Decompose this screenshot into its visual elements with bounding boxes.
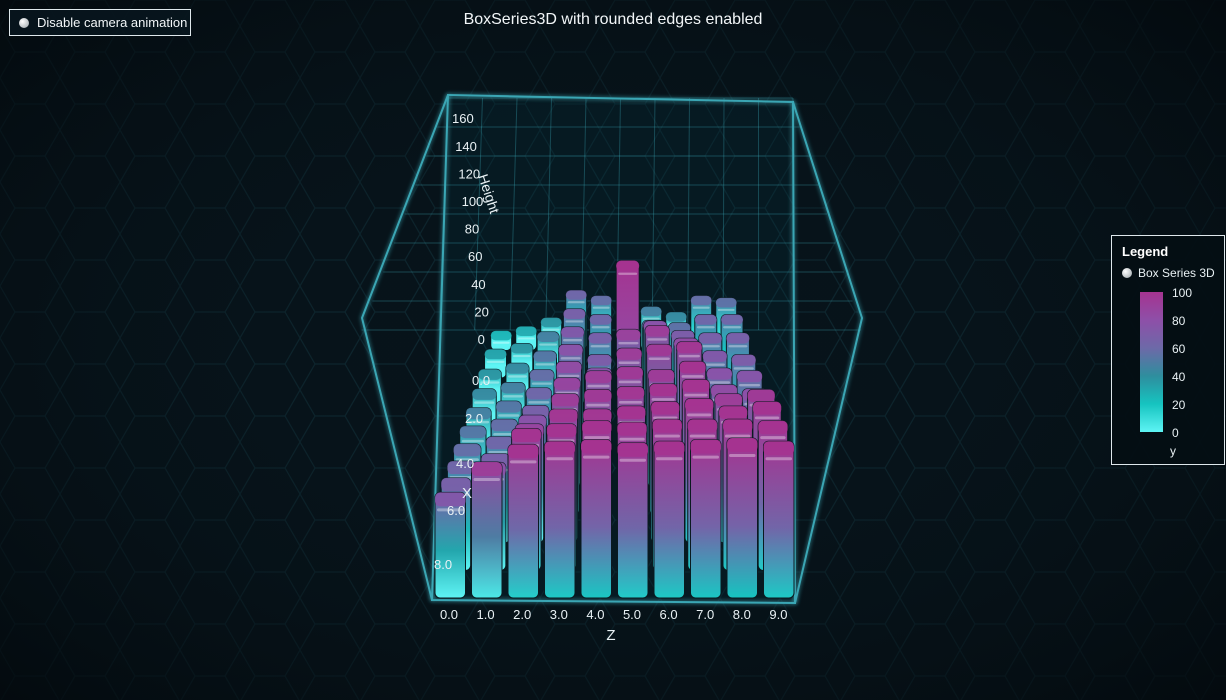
z-axis-tick: 0.0 bbox=[440, 607, 458, 622]
x-axis-tick: 0.0 bbox=[472, 373, 490, 388]
x-axis-tick: 2.0 bbox=[465, 411, 483, 426]
grid-line-vertical bbox=[651, 97, 656, 331]
series-dot-icon bbox=[1122, 268, 1132, 278]
legend-tick: 40 bbox=[1172, 370, 1186, 384]
chart-bars bbox=[434, 260, 795, 599]
z-axis-tick: 6.0 bbox=[660, 607, 678, 622]
z-axis-label: Z bbox=[606, 627, 615, 644]
legend-tick: 20 bbox=[1172, 398, 1186, 412]
z-axis-tick: 9.0 bbox=[769, 607, 787, 622]
grid-line-vertical bbox=[474, 97, 483, 331]
y-axis-tick: 80 bbox=[465, 222, 479, 237]
x-axis-label: X bbox=[462, 485, 472, 502]
legend-entry[interactable]: Box Series 3D bbox=[1122, 266, 1215, 280]
bar-9-0 bbox=[434, 491, 466, 599]
legend-entry-label: Box Series 3D bbox=[1138, 266, 1215, 280]
camera-toggle-label: Disable camera animation bbox=[37, 15, 188, 30]
bar-9-3 bbox=[544, 440, 576, 599]
legend-color-scale bbox=[1140, 292, 1163, 432]
legend-tick: 0 bbox=[1172, 426, 1179, 440]
y-axis-tick: 120 bbox=[458, 166, 480, 181]
grid-line-vertical bbox=[722, 97, 725, 331]
bar-9-2 bbox=[507, 443, 539, 599]
disable-camera-animation-button[interactable]: Disable camera animation bbox=[9, 9, 191, 36]
grid-line-vertical bbox=[792, 97, 795, 331]
y-axis-tick: 40 bbox=[471, 277, 485, 292]
x-axis-tick: 6.0 bbox=[447, 503, 465, 518]
z-axis-tick: 8.0 bbox=[733, 607, 751, 622]
bar-9-8 bbox=[726, 437, 758, 599]
legend-tick: 100 bbox=[1172, 286, 1193, 300]
bar-9-7 bbox=[690, 439, 722, 599]
legend-title: Legend bbox=[1122, 244, 1169, 259]
bar-9-4 bbox=[580, 439, 612, 599]
bar-9-6 bbox=[653, 440, 685, 599]
bar-9-5 bbox=[617, 442, 649, 599]
y-axis-tick: 100 bbox=[462, 194, 484, 209]
grid-line-vertical bbox=[687, 97, 690, 331]
x-axis-tick: 8.0 bbox=[434, 557, 452, 572]
z-axis-tick: 7.0 bbox=[696, 607, 714, 622]
bar-9-1 bbox=[471, 461, 503, 599]
y-axis-tick: 160 bbox=[452, 111, 474, 126]
chart-wall-right-edge bbox=[792, 101, 864, 604]
bar-0-0 bbox=[490, 330, 513, 352]
x-axis-tick: 4.0 bbox=[456, 456, 474, 471]
grid-line-vertical bbox=[438, 97, 449, 331]
grid-line-vertical bbox=[509, 97, 518, 331]
y-axis-tick: 0 bbox=[478, 332, 485, 347]
y-axis-tick: 140 bbox=[455, 139, 477, 154]
y-axis-tick: 60 bbox=[468, 249, 482, 264]
z-axis-tick: 1.0 bbox=[477, 607, 495, 622]
legend-tick: 60 bbox=[1172, 342, 1186, 356]
grid-line-vertical bbox=[545, 97, 552, 331]
z-axis-tick: 3.0 bbox=[550, 607, 568, 622]
z-axis-tick: 5.0 bbox=[623, 607, 641, 622]
bar-9-9 bbox=[763, 440, 795, 599]
z-axis-tick: 4.0 bbox=[586, 607, 604, 622]
y-axis-tick: 20 bbox=[474, 304, 488, 319]
legend-panel: Legend Box Series 3D 100 80 60 40 20 0 y bbox=[1111, 235, 1225, 465]
chart-wall-left-edge bbox=[360, 94, 449, 601]
legend-tick: 80 bbox=[1172, 314, 1186, 328]
legend-unit: y bbox=[1170, 444, 1176, 458]
chart-title: BoxSeries3D with rounded edges enabled bbox=[463, 11, 763, 28]
z-axis-tick: 2.0 bbox=[513, 607, 531, 622]
radio-dot-icon bbox=[19, 17, 29, 28]
